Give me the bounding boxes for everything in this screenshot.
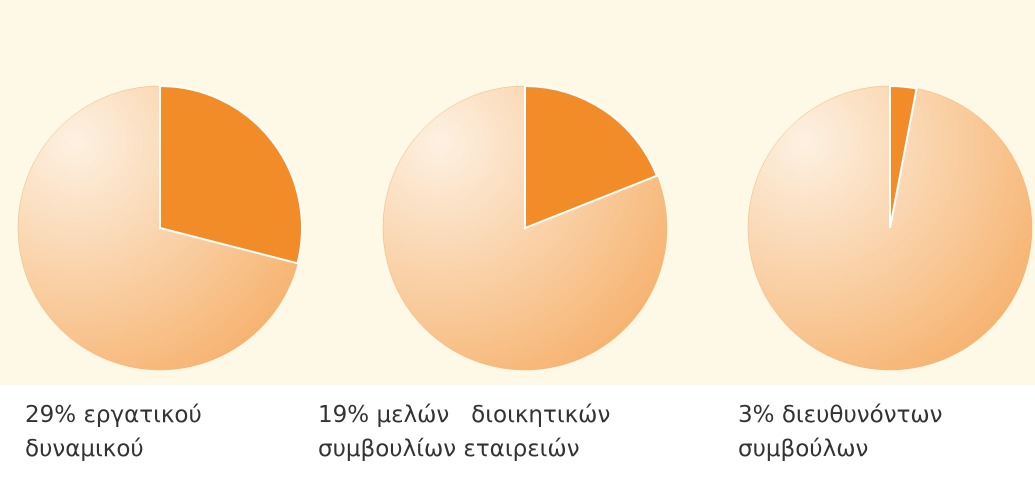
value-label: 19% <box>318 402 370 428</box>
pie-slice <box>524 84 659 230</box>
pie-slice <box>159 84 303 265</box>
caption-line: διευθυνόντων <box>781 402 943 428</box>
chart <box>0 0 1035 385</box>
caption: 3% διευθυνόντων συμβούλων <box>738 398 943 466</box>
caption: 19% μελών διοικητικών συμβουλίων εταιρειώ… <box>318 398 610 466</box>
caption-line: συμβουλίων εταιρειών <box>318 436 580 462</box>
caption-line: εργατικού <box>83 402 202 428</box>
caption-line: συμβούλων <box>738 436 869 462</box>
caption: 29% εργατικού δυναμικού <box>25 398 202 466</box>
pie-slice <box>889 84 918 229</box>
value-label: 3% <box>738 402 775 428</box>
value-label: 29% <box>25 402 77 428</box>
caption-line: μελών διοικητικών <box>376 402 611 428</box>
caption-line: δυναμικού <box>25 436 144 462</box>
